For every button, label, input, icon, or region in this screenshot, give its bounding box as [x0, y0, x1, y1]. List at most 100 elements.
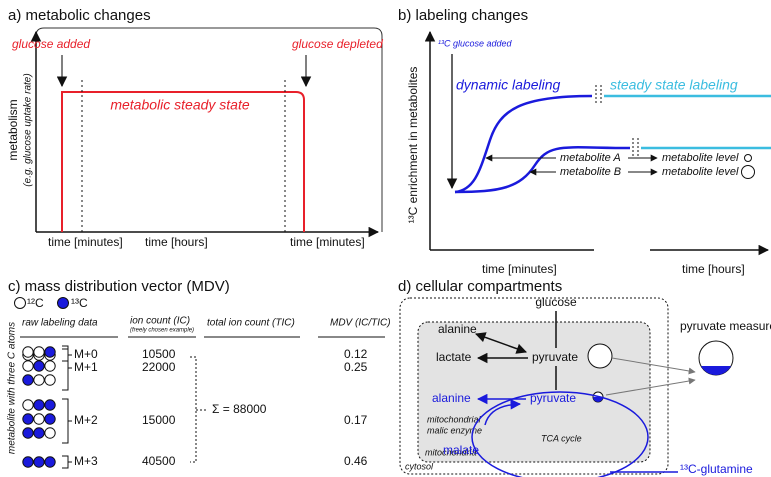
bracket [62, 345, 72, 391]
measure-arrow [611, 357, 696, 375]
carbon [44, 360, 56, 372]
metabolite-name: metabolite A [560, 152, 621, 164]
reaction [475, 332, 527, 354]
bracket [62, 455, 72, 469]
column-header: raw labeling data [22, 318, 98, 329]
panel-a: a) metabolic changes metabolism (e.g. gl… [6, 7, 383, 249]
ion-count: 40500 [142, 454, 176, 468]
panel-title: b) labeling changes [398, 7, 528, 24]
y-note: (e.g. glucose uptake rate) [23, 73, 34, 186]
level-circle [744, 154, 752, 162]
carbon [44, 346, 56, 358]
carbon [33, 456, 45, 468]
labeling-curve [454, 94, 593, 194]
legend-circle [57, 297, 69, 309]
measure-arrow [605, 377, 696, 396]
metabolite: malate [443, 443, 479, 457]
isotopologue: M+1 [74, 360, 98, 374]
x-label: time [hours] [145, 235, 208, 249]
carbon [22, 427, 34, 439]
annotation: steady state labeling [610, 77, 738, 93]
carbon [44, 413, 56, 425]
axis-break [594, 246, 650, 254]
labeling-curve [454, 146, 631, 194]
carbon [44, 456, 56, 468]
legend-circle [14, 297, 26, 309]
pool-fill [593, 397, 603, 402]
metabolite: alanine [438, 322, 477, 336]
x-label: time [minutes] [290, 235, 365, 249]
mdv: 0.12 [344, 347, 368, 361]
x-label: time [minutes] [48, 235, 123, 249]
legend-label: ¹²C [27, 296, 44, 310]
metabolite-name: metabolite B [560, 166, 621, 178]
metabolism-curve [61, 91, 305, 232]
panel-title: c) mass distribution vector (MDV) [8, 278, 230, 295]
bracket [62, 348, 72, 362]
cycle-label: TCA cycle [541, 433, 582, 443]
panel-b: b) labeling changes ¹³C enrichment in me… [398, 7, 771, 276]
enzyme-label: mitochondrial [427, 414, 482, 424]
metabolite: ¹³C-glutamine [680, 462, 753, 476]
column-header: ion count (IC) [130, 316, 190, 327]
panel-frame [35, 27, 383, 232]
carbon [33, 346, 45, 358]
annotation: glucose added [12, 37, 90, 51]
metabolite: pyruvate [530, 391, 576, 405]
metabolite: lactate [436, 350, 472, 364]
compartment-label: mitochondria [425, 447, 477, 457]
column-header: MDV (IC/TIC) [330, 318, 391, 329]
level-circle [741, 165, 755, 179]
carbon [22, 360, 34, 372]
metabolite-level: metabolite level [662, 152, 739, 164]
column-header: total ion count (TIC) [207, 318, 295, 329]
carbon [22, 399, 34, 411]
reaction [484, 399, 522, 426]
mdv: 0.46 [344, 454, 368, 468]
carbon [33, 360, 45, 372]
carbon [44, 399, 56, 411]
ion-count: 10500 [142, 347, 176, 361]
carbon [22, 374, 34, 386]
ion-count: 22000 [142, 360, 176, 374]
metabolite: alanine [432, 391, 471, 405]
carbon [33, 427, 45, 439]
y-label: ¹³C enrichment in metabolites [406, 67, 420, 224]
mdv: 0.17 [344, 413, 368, 427]
panel-title: d) cellular compartments [398, 278, 562, 295]
metabolite: glucose [535, 295, 577, 309]
panel-d: d) cellular compartments cytosol mitocho… [398, 278, 771, 477]
carbon [44, 427, 56, 439]
mdv: 0.25 [344, 360, 368, 374]
annotation: ¹³C glucose added [438, 38, 513, 48]
enzyme-label: malic enzyme [427, 425, 482, 435]
x-label: time [minutes] [482, 262, 557, 276]
ion-count: 15000 [142, 413, 176, 427]
label: pyruvate measure [680, 319, 771, 333]
isotopologue: M+2 [74, 413, 98, 427]
sum-bracket [190, 356, 206, 463]
cytosol-box [399, 297, 669, 475]
annotation: metabolic steady state [110, 97, 250, 113]
annotation: dynamic labeling [456, 77, 560, 93]
side-label: metabolite with three C atoms [7, 322, 18, 454]
carbon [33, 399, 45, 411]
pool-circle [587, 343, 613, 369]
carbon [22, 346, 34, 358]
measure-fill [701, 366, 731, 375]
carbon [33, 374, 45, 386]
bracket [62, 398, 72, 444]
isotopologue: M+3 [74, 454, 98, 468]
carbon [44, 374, 56, 386]
metabolite-level: metabolite level [662, 166, 739, 178]
annotation: glucose depleted [292, 37, 383, 51]
total: Σ = 88000 [212, 402, 267, 416]
legend-label: ¹³C [71, 296, 88, 310]
metabolite: pyruvate [532, 350, 578, 364]
x-label: time [hours] [682, 262, 745, 276]
carbon [22, 456, 34, 468]
column-note: (freely chosen example) [130, 328, 194, 334]
isotopologue: M+0 [74, 347, 98, 361]
carbon [33, 413, 45, 425]
